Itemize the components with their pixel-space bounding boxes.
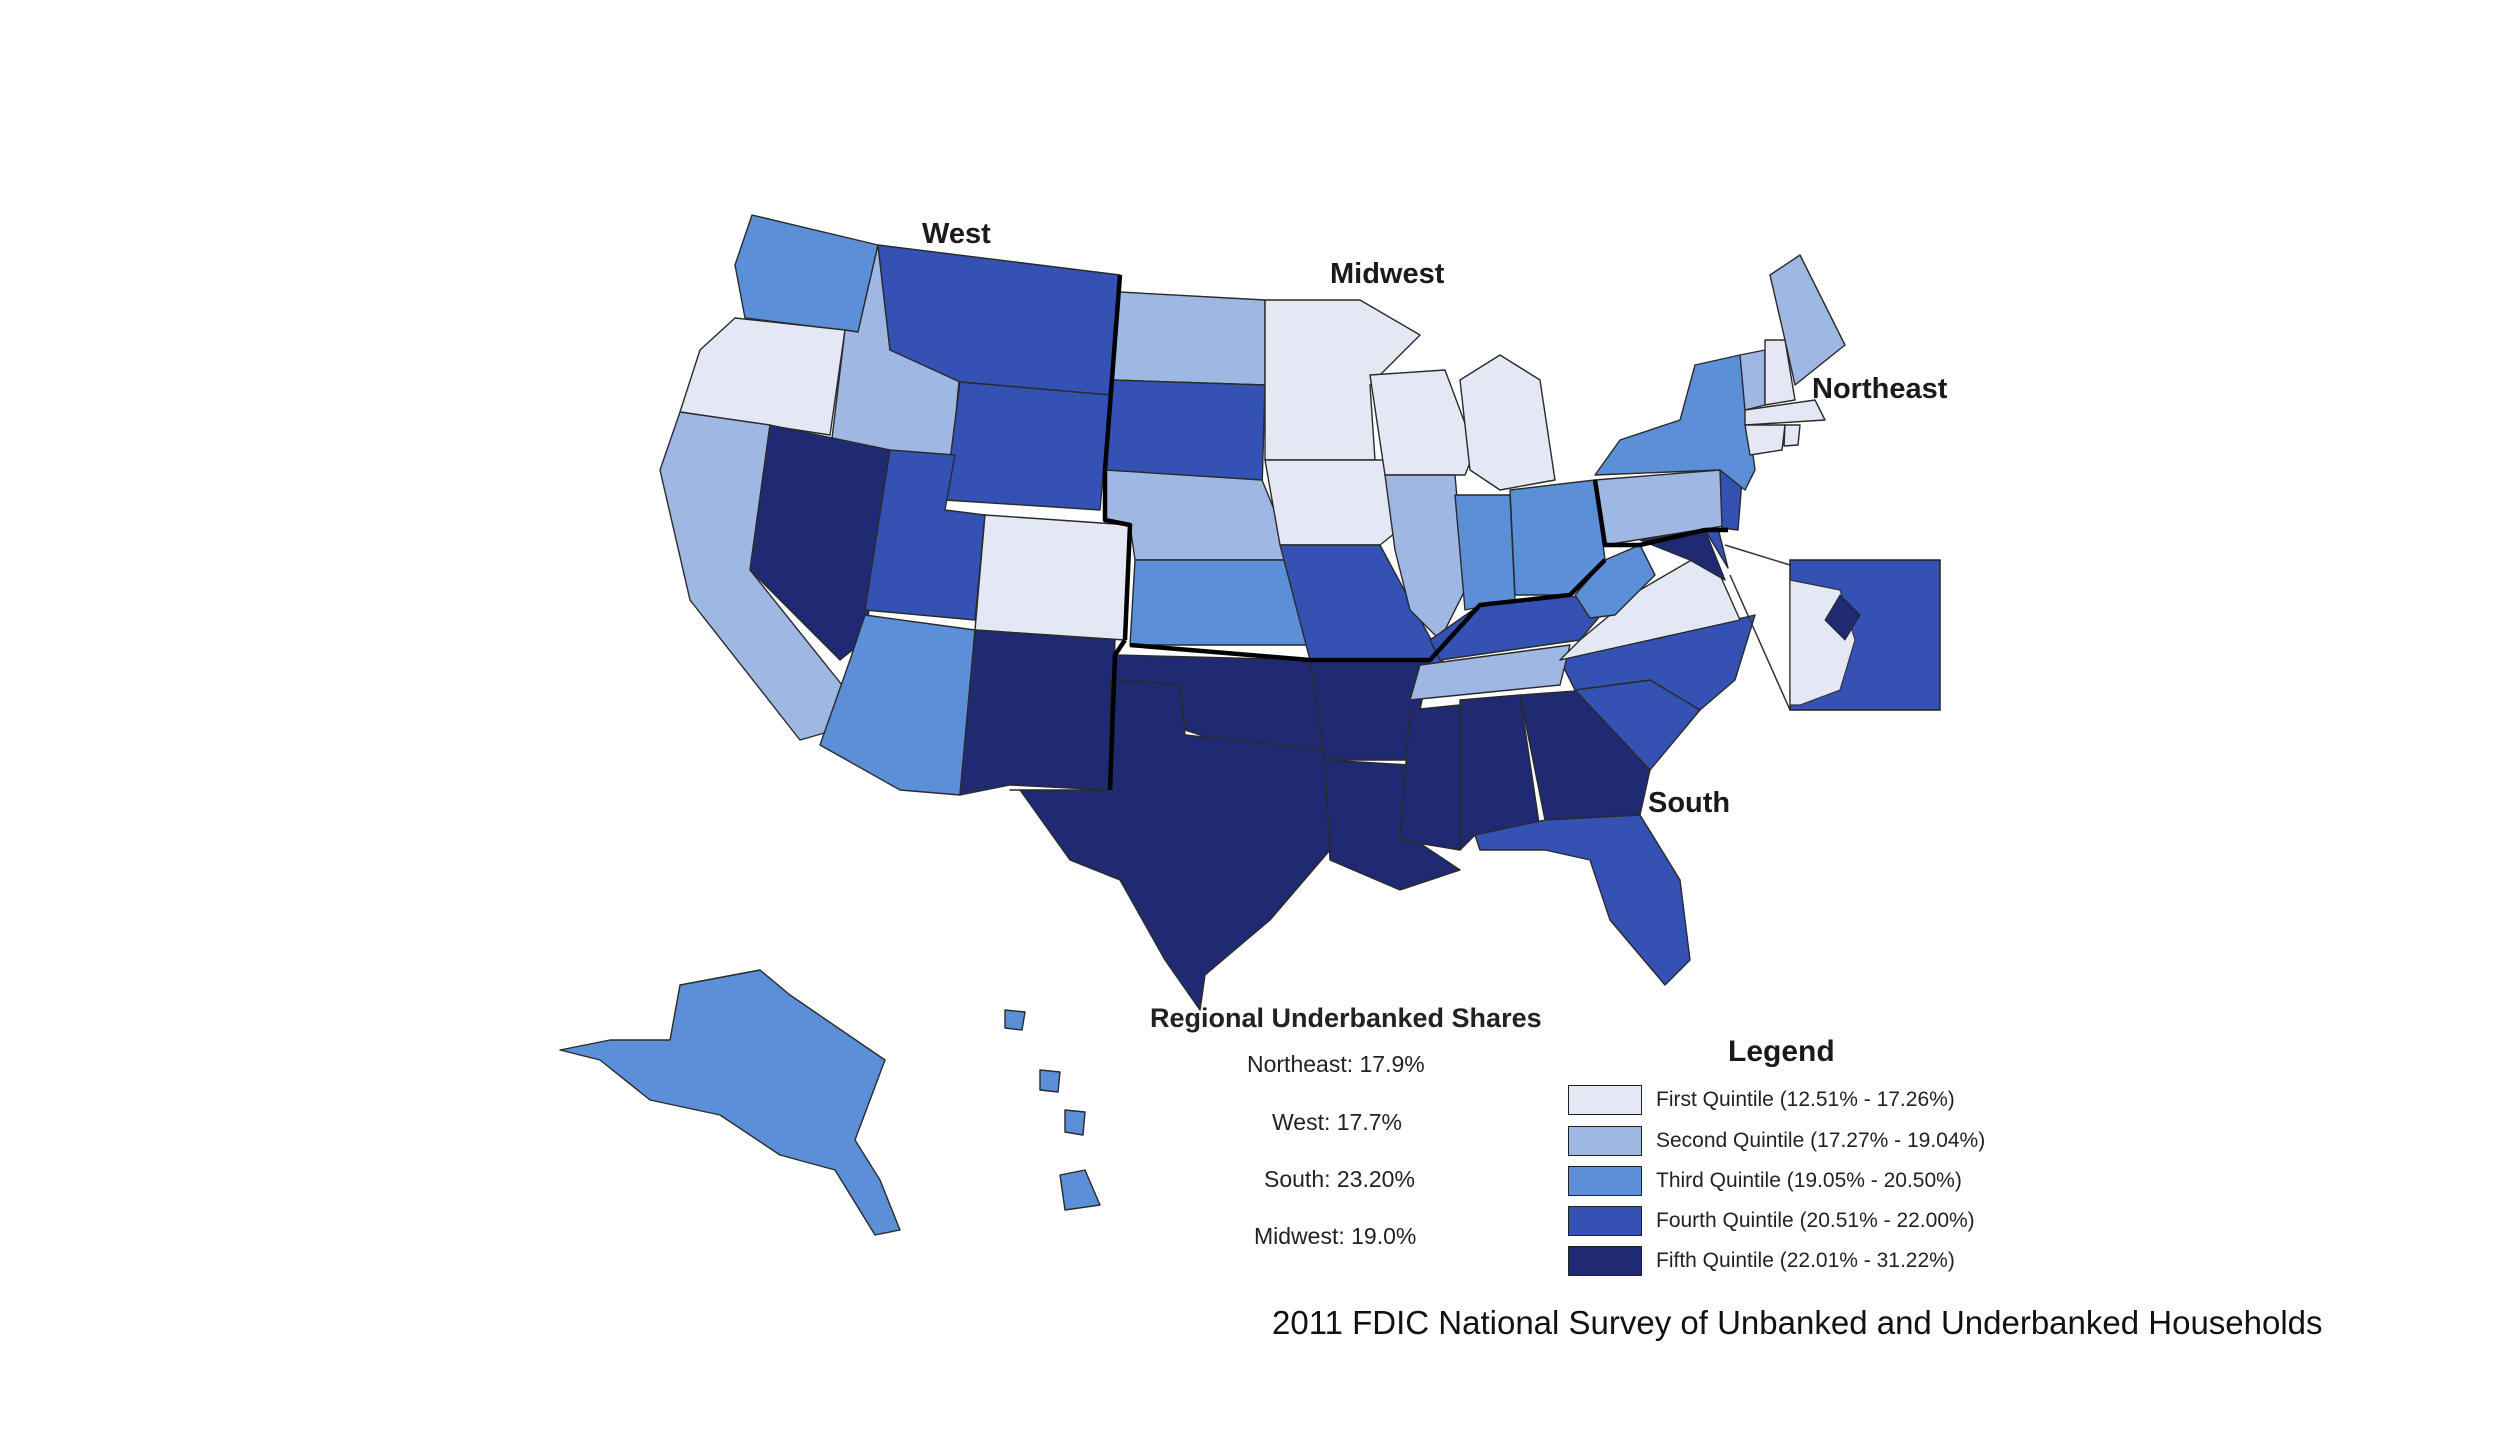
state-new-mexico — [959, 629, 1116, 796]
state-colorado — [974, 514, 1131, 641]
state-mississippi — [1399, 704, 1461, 851]
regional-shares-title: Regional Underbanked Shares — [1150, 1003, 1542, 1033]
region-borders — [1102, 274, 1728, 791]
legend-item: Fourth Quintile (20.51% - 22.00%) — [1568, 1204, 1975, 1238]
share-midwest: Midwest: 19.0% — [1254, 1223, 1417, 1249]
legend-label: Second Quintile (17.27% - 19.04%) — [1656, 1129, 1986, 1152]
state-maine — [1769, 254, 1846, 386]
state-alaska — [559, 969, 901, 1236]
state-texas — [1009, 679, 1331, 1011]
legend-label: Fifth Quintile (22.01% - 31.22%) — [1656, 1249, 1955, 1272]
legend-item: First Quintile (12.51% - 17.26%) — [1568, 1083, 1955, 1117]
regional-shares-panel: Regional Underbanked Shares Northeast: 1… — [1150, 1003, 1580, 1249]
state-north-carolina — [1559, 614, 1756, 711]
region-label-northeast: Northeast — [1812, 373, 1948, 405]
state-nebraska — [1104, 469, 1296, 561]
legend-label: Fourth Quintile (20.51% - 22.00%) — [1656, 1209, 1975, 1232]
legend-swatch — [1568, 1126, 1642, 1156]
legend-label: Third Quintile (19.05% - 20.50%) — [1656, 1169, 1962, 1192]
state-indiana — [1454, 494, 1516, 611]
state-nevada — [749, 424, 891, 661]
state-new-hampshire — [1764, 339, 1796, 406]
source-caption: 2011 FDIC National Survey of Unbanked an… — [1272, 1304, 2323, 1341]
share-south: South: 23.20% — [1264, 1166, 1415, 1192]
legend-swatch — [1568, 1246, 1642, 1276]
share-northeast: Northeast: 17.9% — [1247, 1051, 1425, 1077]
midwest-northeast-border — [1592, 479, 1640, 548]
state-wisconsin — [1369, 369, 1476, 476]
state-rhode-island — [1783, 424, 1801, 447]
state-vermont — [1739, 349, 1766, 411]
state-florida — [1474, 814, 1691, 986]
northeast-south-border — [1639, 527, 1728, 548]
state-washington — [734, 214, 879, 333]
state-tennessee — [1409, 644, 1571, 701]
dc-inset-dc — [1824, 594, 1861, 641]
state-connecticut — [1744, 424, 1786, 456]
midwest-south-border — [1129, 558, 1607, 663]
state-kansas — [1129, 559, 1311, 646]
west-midwest-border — [1102, 274, 1133, 641]
state-hawaii-islands — [1004, 1009, 1086, 1136]
state-north-dakota — [1111, 291, 1266, 386]
state-hawaii-main — [1059, 1169, 1101, 1211]
state-wyoming — [944, 381, 1111, 511]
state-michigan — [1459, 354, 1556, 491]
state-massachusetts — [1744, 399, 1826, 426]
state-missouri — [1279, 544, 1446, 666]
state-new-york — [1594, 354, 1756, 491]
legend-label: First Quintile (12.51% - 17.26%) — [1656, 1088, 1955, 1111]
region-label-midwest: Midwest — [1330, 258, 1445, 290]
west-south-border — [1107, 638, 1127, 791]
dc-inset — [1724, 544, 1941, 711]
legend-swatch — [1568, 1166, 1642, 1196]
legend-title: Legend — [1728, 1035, 1835, 1068]
legend-item: Third Quintile (19.05% - 20.50%) — [1568, 1164, 1962, 1198]
region-label-south: South — [1648, 787, 1731, 819]
legend-swatch — [1568, 1206, 1642, 1236]
state-shapes — [559, 214, 1846, 1236]
legend-item: Second Quintile (17.27% - 19.04%) — [1568, 1124, 1985, 1158]
region-label-west: West — [922, 218, 991, 250]
legend-swatch — [1568, 1085, 1642, 1115]
share-west: West: 17.7% — [1272, 1109, 1402, 1135]
legend-item: Fifth Quintile (22.01% - 31.22%) — [1568, 1244, 1955, 1278]
